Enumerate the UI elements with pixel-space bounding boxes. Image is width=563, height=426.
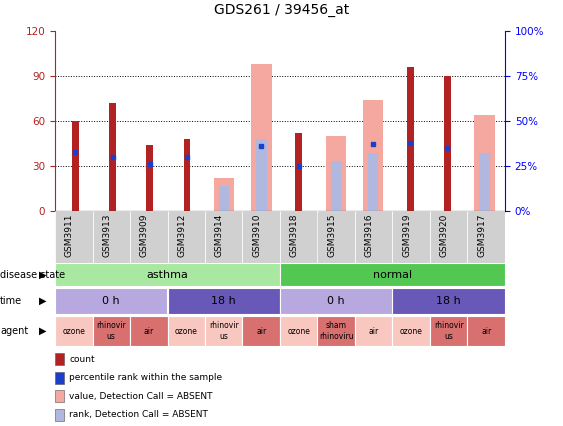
Bar (355, 316, 392, 346)
Bar (219, 186, 229, 211)
Text: ozone: ozone (62, 326, 85, 336)
Bar (251, 64, 271, 211)
Bar (146, 145, 153, 211)
Text: GSM3912: GSM3912 (177, 213, 186, 257)
Bar (368, 153, 378, 211)
Bar (55, 409, 64, 420)
Bar (92, 211, 130, 263)
Text: ozone: ozone (400, 326, 423, 336)
Text: air: air (369, 326, 379, 336)
Bar (130, 211, 168, 263)
Bar (280, 316, 318, 346)
Text: GSM3909: GSM3909 (140, 213, 149, 257)
Text: GSM3919: GSM3919 (402, 213, 411, 257)
Text: rhinovir
us: rhinovir us (96, 321, 126, 341)
Bar (256, 139, 267, 211)
Bar (295, 133, 302, 211)
Bar (214, 178, 234, 211)
Bar (330, 161, 341, 211)
Bar (130, 316, 168, 346)
Text: air: air (481, 326, 491, 336)
Text: GSM3916: GSM3916 (365, 213, 374, 257)
Bar (168, 211, 205, 263)
Text: GDS261 / 39456_at: GDS261 / 39456_at (214, 3, 349, 17)
Text: ozone: ozone (175, 326, 198, 336)
Text: ozone: ozone (287, 326, 310, 336)
Text: GSM3917: GSM3917 (477, 213, 486, 257)
Bar (479, 153, 490, 211)
Bar (243, 316, 280, 346)
Text: time: time (0, 296, 22, 306)
Bar (467, 211, 505, 263)
Text: count: count (69, 355, 95, 364)
Bar (392, 288, 505, 314)
Bar (363, 100, 383, 211)
Bar (55, 288, 168, 314)
Text: ▶: ▶ (39, 270, 46, 279)
Bar (280, 263, 505, 286)
Text: 0 h: 0 h (102, 296, 120, 306)
Text: rank, Detection Call = ABSENT: rank, Detection Call = ABSENT (69, 410, 208, 419)
Text: 18 h: 18 h (436, 296, 461, 306)
Bar (55, 353, 64, 365)
Bar (109, 103, 116, 211)
Bar (355, 211, 392, 263)
Text: percentile rank within the sample: percentile rank within the sample (69, 373, 222, 382)
Text: GSM3915: GSM3915 (327, 213, 336, 257)
Bar (168, 316, 205, 346)
Bar (407, 67, 413, 211)
Bar (318, 211, 355, 263)
Text: 18 h: 18 h (211, 296, 236, 306)
Text: agent: agent (0, 326, 28, 336)
Text: GSM3910: GSM3910 (252, 213, 261, 257)
Text: normal: normal (373, 270, 412, 279)
Bar (430, 316, 467, 346)
Text: ▶: ▶ (39, 296, 46, 306)
Bar (168, 288, 280, 314)
Bar (474, 115, 495, 211)
Text: ▶: ▶ (39, 326, 46, 336)
Bar (392, 316, 430, 346)
Text: disease state: disease state (0, 270, 65, 279)
Text: value, Detection Call = ABSENT: value, Detection Call = ABSENT (69, 392, 213, 401)
Bar (55, 211, 92, 263)
Bar (467, 316, 505, 346)
Text: GSM3920: GSM3920 (440, 213, 449, 257)
Text: GSM3911: GSM3911 (65, 213, 74, 257)
Text: air: air (256, 326, 266, 336)
Bar (243, 211, 280, 263)
Bar (325, 136, 346, 211)
Text: GSM3913: GSM3913 (102, 213, 111, 257)
Bar (280, 211, 318, 263)
Bar (92, 316, 130, 346)
Text: rhinovir
us: rhinovir us (209, 321, 239, 341)
Bar (72, 121, 79, 211)
Text: GSM3918: GSM3918 (290, 213, 299, 257)
Text: asthma: asthma (146, 270, 189, 279)
Bar (55, 372, 64, 384)
Bar (184, 139, 190, 211)
Text: 0 h: 0 h (328, 296, 345, 306)
Bar (55, 390, 64, 402)
Bar (430, 211, 467, 263)
Text: GSM3914: GSM3914 (215, 213, 224, 257)
Bar (205, 211, 243, 263)
Bar (280, 288, 392, 314)
Bar (392, 211, 430, 263)
Text: sham
rhinoviru: sham rhinoviru (319, 321, 354, 341)
Text: air: air (144, 326, 154, 336)
Text: rhinovir
us: rhinovir us (434, 321, 463, 341)
Bar (318, 316, 355, 346)
Bar (444, 76, 451, 211)
Bar (55, 316, 92, 346)
Bar (205, 316, 243, 346)
Bar (55, 263, 280, 286)
